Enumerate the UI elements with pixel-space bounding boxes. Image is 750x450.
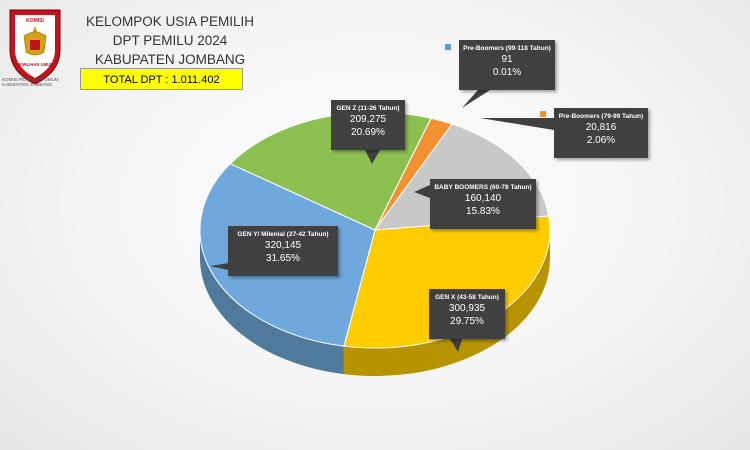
pre-boomers-99-legend-swatch — [445, 44, 451, 50]
logo-caption-2: KABUPATEN JOMBANG — [2, 82, 53, 87]
gen-y-percent: 31.65% — [266, 253, 300, 264]
callout-baby-boomers: BABY BOOMERS (60-78 Tahun) 160,140 15.83… — [430, 179, 536, 229]
title-line-1: KELOMPOK USIA PEMILIH — [85, 14, 255, 29]
logo-text-top: KOMISI — [26, 18, 44, 24]
gen-x-label: GEN X (43-58 Tahun) — [435, 294, 499, 301]
slice-edge-gen-y — [200, 230, 344, 375]
total-dpt-badge: TOTAL DPT : 1.011.402 — [80, 68, 243, 90]
title-line-2: DPT PEMILU 2024 — [112, 33, 228, 48]
pointer-pre-boomers-99 — [462, 90, 490, 108]
pre-boomers-99-percent: 0.01% — [492, 67, 522, 78]
baby-boomers-label: BABY BOOMERS (60-78 Tahun) — [434, 184, 532, 191]
title-line-3: KABUPATEN JOMBANG — [94, 52, 246, 67]
pie-3d-edge — [200, 230, 550, 376]
pointer-pre-boomers-79 — [480, 118, 554, 130]
pre-boomers-79-percent: 2.06% — [586, 135, 616, 146]
pre-boomers-79-value: 20,816 — [585, 122, 617, 133]
gen-y-label: GEN Y/ Milenial (27-42 Tahun) — [237, 231, 329, 238]
gen-z-value: 209,275 — [349, 114, 387, 125]
callout-gen-y: GEN Y/ Milenial (27-42 Tahun) 320,145 31… — [228, 226, 338, 276]
pointer-gen-x — [450, 339, 462, 352]
gen-z-percent: 20.69% — [351, 127, 385, 138]
callout-gen-z: GEN Z (11-26 Tahun) 209,275 20.69% — [331, 100, 405, 150]
gen-y-value: 320,145 — [264, 240, 302, 251]
pre-boomers-79-legend-swatch — [540, 111, 546, 117]
pointer-baby-boomers — [414, 185, 430, 198]
callout-pre-boomers-79: Pre-Boomers (79-99 Tahun) 20,816 2.06% — [554, 108, 648, 158]
logo-caption-1: KOMISI PEMILIHAN UMUM — [2, 77, 59, 82]
kpu-logo: KOMISI PEMILIHAN UMUM — [9, 9, 61, 85]
pointer-gen-z — [365, 150, 380, 164]
slice-edge-gen-x — [343, 230, 550, 376]
callout-gen-x: GEN X (43-58 Tahun) 300,935 29.75% — [429, 289, 505, 339]
gen-x-percent: 29.75% — [450, 316, 484, 327]
pre-boomers-99-value: 91 — [501, 54, 513, 65]
gen-x-value: 300,935 — [448, 303, 486, 314]
chart-title: KELOMPOK USIA PEMILIH DPT PEMILU 2024 KA… — [70, 12, 270, 69]
callout-pre-boomers-99: Pre-Boomers (99-118 Tahun) 91 0.01% — [459, 40, 555, 90]
baby-boomers-percent: 15.83% — [466, 206, 500, 217]
gen-z-label: GEN Z (11-26 Tahun) — [336, 105, 400, 112]
baby-boomers-value: 160,140 — [464, 193, 502, 204]
logo-text-bottom: PEMILIHAN UMUM — [16, 62, 54, 67]
pre-boomers-79-label: Pre-Boomers (79-99 Tahun) — [558, 113, 644, 120]
pre-boomers-99-label: Pre-Boomers (99-118 Tahun) — [463, 45, 551, 52]
